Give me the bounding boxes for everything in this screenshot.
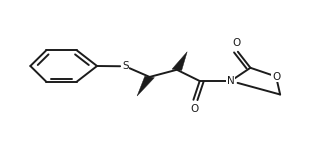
Text: O: O bbox=[191, 103, 199, 114]
Text: S: S bbox=[122, 61, 129, 71]
Polygon shape bbox=[172, 52, 187, 70]
Text: O: O bbox=[272, 72, 280, 81]
Polygon shape bbox=[137, 76, 154, 96]
Text: O: O bbox=[232, 38, 240, 48]
Text: N: N bbox=[227, 76, 234, 86]
